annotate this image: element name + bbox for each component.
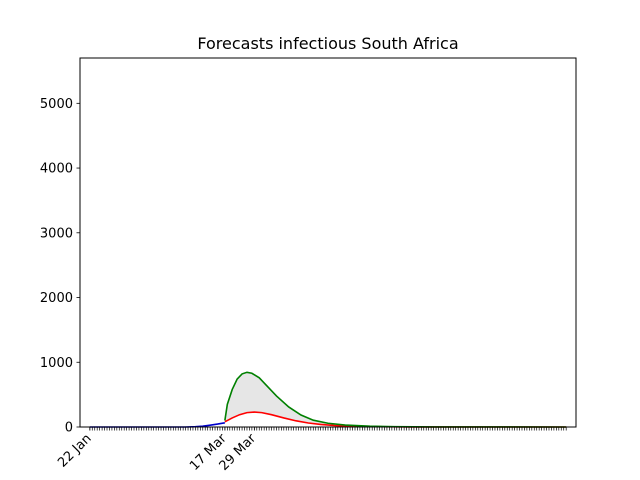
y-axis: 0 1000 2000 3000 4000 5000: [40, 97, 80, 436]
y-tick-label: 5000: [40, 97, 73, 112]
y-tick-label: 1000: [40, 356, 73, 371]
y-tick-label: 2000: [40, 291, 73, 306]
y-tick-label: 4000: [40, 162, 73, 177]
series-line-3: [224, 371, 567, 428]
y-tick-label: 3000: [40, 226, 73, 241]
y-tick-label: 0: [65, 421, 73, 436]
plot-frame: [79, 57, 577, 428]
chart-title: Forecasts infectious South Africa: [197, 34, 458, 53]
